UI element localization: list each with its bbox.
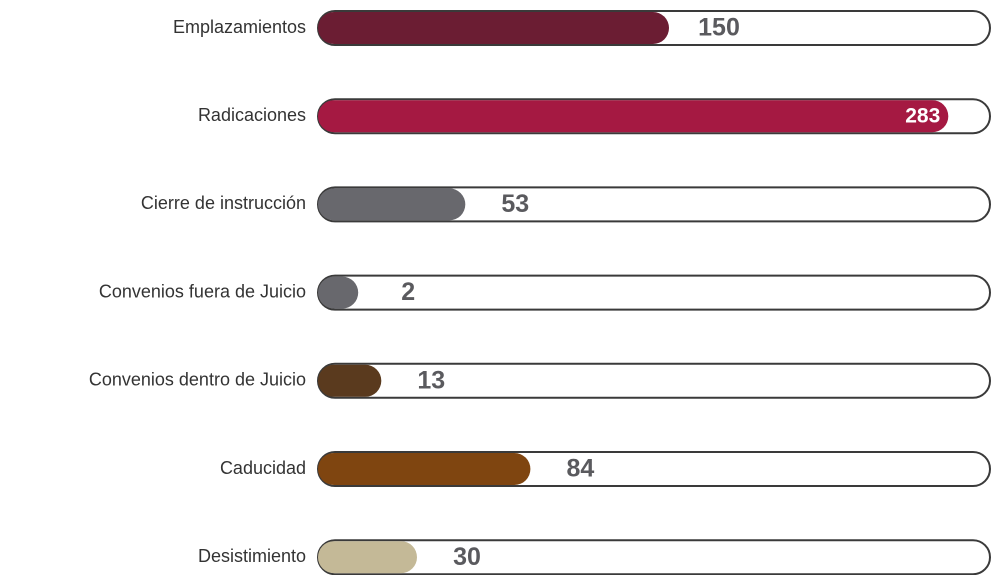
bar: [318, 100, 949, 133]
category-label: Convenios dentro de Juicio: [89, 370, 306, 390]
value-label: 30: [453, 543, 481, 571]
value-label: 283: [905, 105, 940, 128]
category-label: Cierre de instrucción: [141, 193, 306, 213]
bar: [318, 188, 466, 221]
value-label: 13: [417, 366, 445, 394]
bar: [318, 12, 669, 44]
bar: [318, 453, 531, 485]
bar-track: [317, 539, 991, 575]
bar-track: [317, 274, 991, 311]
category-label: Caducidad: [220, 458, 306, 478]
value-label: 150: [698, 14, 740, 42]
bar: [318, 364, 382, 397]
category-label: Emplazamientos: [173, 17, 306, 37]
bar: [318, 276, 359, 309]
bar: [318, 541, 417, 574]
value-label: 2: [401, 278, 415, 306]
category-label: Desistimiento: [198, 546, 306, 566]
category-label: Convenios fuera de Juicio: [99, 281, 306, 301]
value-label: 84: [566, 455, 594, 483]
category-label: Radicaciones: [198, 105, 306, 125]
value-label: 53: [501, 190, 529, 218]
